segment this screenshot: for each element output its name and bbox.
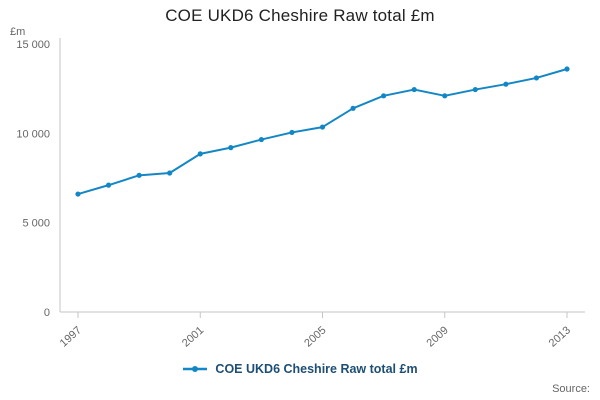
data-point [105, 182, 112, 188]
data-point [381, 93, 387, 99]
y-tick-label: 0 [44, 307, 50, 319]
source-label: Source: [552, 383, 590, 395]
data-point [197, 151, 203, 157]
data-point [533, 75, 540, 81]
y-axis-unit-label: £m [10, 26, 26, 38]
data-point [319, 124, 326, 130]
data-point [564, 66, 570, 72]
data-point [411, 86, 417, 93]
data-point [75, 191, 81, 197]
legend-label: COE UKD6 Cheshire Raw total £m [215, 362, 418, 376]
data-point [228, 145, 234, 151]
legend-dot [192, 366, 199, 372]
x-tick-label: 1997 [58, 324, 84, 349]
x-tick-label: 2001 [180, 324, 206, 349]
y-tick-label: 15 000 [16, 39, 50, 51]
legend-item[interactable]: COE UKD6 Cheshire Raw total £m [0, 362, 600, 376]
line-chart-plot: 0 5 000 10 000 15 000 1997 2001 2005 2009 2013 [16, 38, 585, 350]
data-point [258, 136, 264, 143]
data-point [167, 170, 173, 176]
data-point [289, 129, 295, 136]
data-point [350, 105, 356, 111]
data-point [472, 86, 478, 93]
data-point [503, 81, 509, 87]
x-tick-label: 2005 [302, 324, 328, 349]
x-tick-label: 2009 [425, 324, 451, 349]
y-tick-label: 5 000 [22, 218, 50, 230]
data-point [136, 172, 142, 178]
x-tick-label: 2013 [547, 324, 573, 349]
legend-line-marker [183, 366, 208, 372]
chart-title: COE UKD6 Cheshire Raw total £m [165, 6, 435, 25]
y-tick-label: 10 000 [16, 128, 50, 140]
data-point [442, 93, 448, 99]
series-line [77, 68, 568, 196]
